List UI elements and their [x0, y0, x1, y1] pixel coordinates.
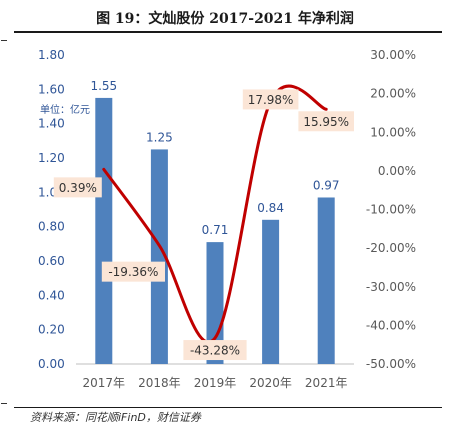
bar: [262, 219, 280, 364]
bar-value-label: 0.71: [202, 223, 229, 237]
right-tick-label: -10.00%: [366, 203, 416, 217]
bar-value-label: 1.55: [90, 79, 117, 93]
margin-tick: [1, 40, 7, 41]
x-axis-categories: 2017年 2018年 2019年 2020年 2021年: [83, 376, 348, 390]
growth-label-box: [183, 340, 247, 361]
right-tick-label: 30.00%: [370, 48, 416, 62]
bar: [150, 149, 168, 364]
growth-labels: 0.39% -19.36% -43.28% 17.98% 15.95%: [53, 89, 354, 361]
left-tick-label: 0.00: [38, 357, 65, 371]
right-axis: -50.00% -40.00% -30.00% -20.00% -10.00% 0.00%…: [366, 48, 416, 371]
left-tick-label: 1.80: [38, 48, 65, 62]
footer-rule: [14, 407, 442, 408]
bar-value-label: 0.84: [257, 201, 284, 215]
left-tick-label: 0.80: [38, 220, 65, 234]
bar: [317, 197, 335, 364]
growth-label: 17.98%: [248, 93, 294, 107]
growth-label-box: [298, 111, 354, 132]
growth-line: [102, 84, 328, 344]
right-tick-label: 0.00%: [378, 164, 416, 178]
left-tick-label: 0.40: [38, 288, 65, 302]
x-category-label: 2021年: [305, 376, 348, 390]
right-tick-label: 10.00%: [370, 125, 416, 139]
right-tick-label: -20.00%: [366, 241, 416, 255]
left-tick-label: 1.60: [38, 82, 65, 96]
x-category-label: 2017年: [83, 376, 126, 390]
right-tick-label: -30.00%: [366, 280, 416, 294]
bar-value-labels: 1.55 1.25 0.71 0.84 0.97: [90, 79, 339, 237]
right-tick-label: -40.00%: [366, 318, 416, 332]
growth-label: 0.39%: [59, 181, 97, 195]
bar-value-label: 1.25: [146, 130, 173, 144]
bar: [95, 97, 113, 365]
unit-label: 单位：亿元: [40, 103, 90, 116]
growth-label: -43.28%: [190, 344, 240, 358]
left-tick-label: 1.40: [38, 117, 65, 131]
right-tick-label: 20.00%: [370, 87, 416, 101]
left-tick-label: 0.60: [38, 254, 65, 268]
bar-series: [95, 97, 335, 365]
growth-label: 15.95%: [303, 115, 349, 129]
left-tick-label: 1.20: [38, 151, 65, 165]
growth-label-box: [242, 89, 299, 110]
source-note: 资料来源：同花顺iFinD，财信证券: [30, 411, 201, 424]
growth-label-box: [101, 261, 165, 282]
x-category-label: 2020年: [249, 376, 292, 390]
right-tick-label: -50.00%: [366, 357, 416, 371]
growth-label-box: [53, 177, 102, 198]
bar-value-label: 0.97: [313, 178, 340, 192]
margin-tick: [1, 403, 7, 404]
x-category-label: 2018年: [138, 376, 181, 390]
x-category-label: 2019年: [194, 376, 237, 390]
left-tick-label: 0.20: [38, 323, 65, 337]
chart-title: 图 19：文灿股份 2017-2021 年净利润: [96, 11, 354, 27]
left-axis: 0.000.200.400.600.801.001.201.401.601.80: [38, 48, 65, 371]
title-rule: [14, 31, 442, 33]
growth-label: -19.36%: [108, 265, 158, 279]
